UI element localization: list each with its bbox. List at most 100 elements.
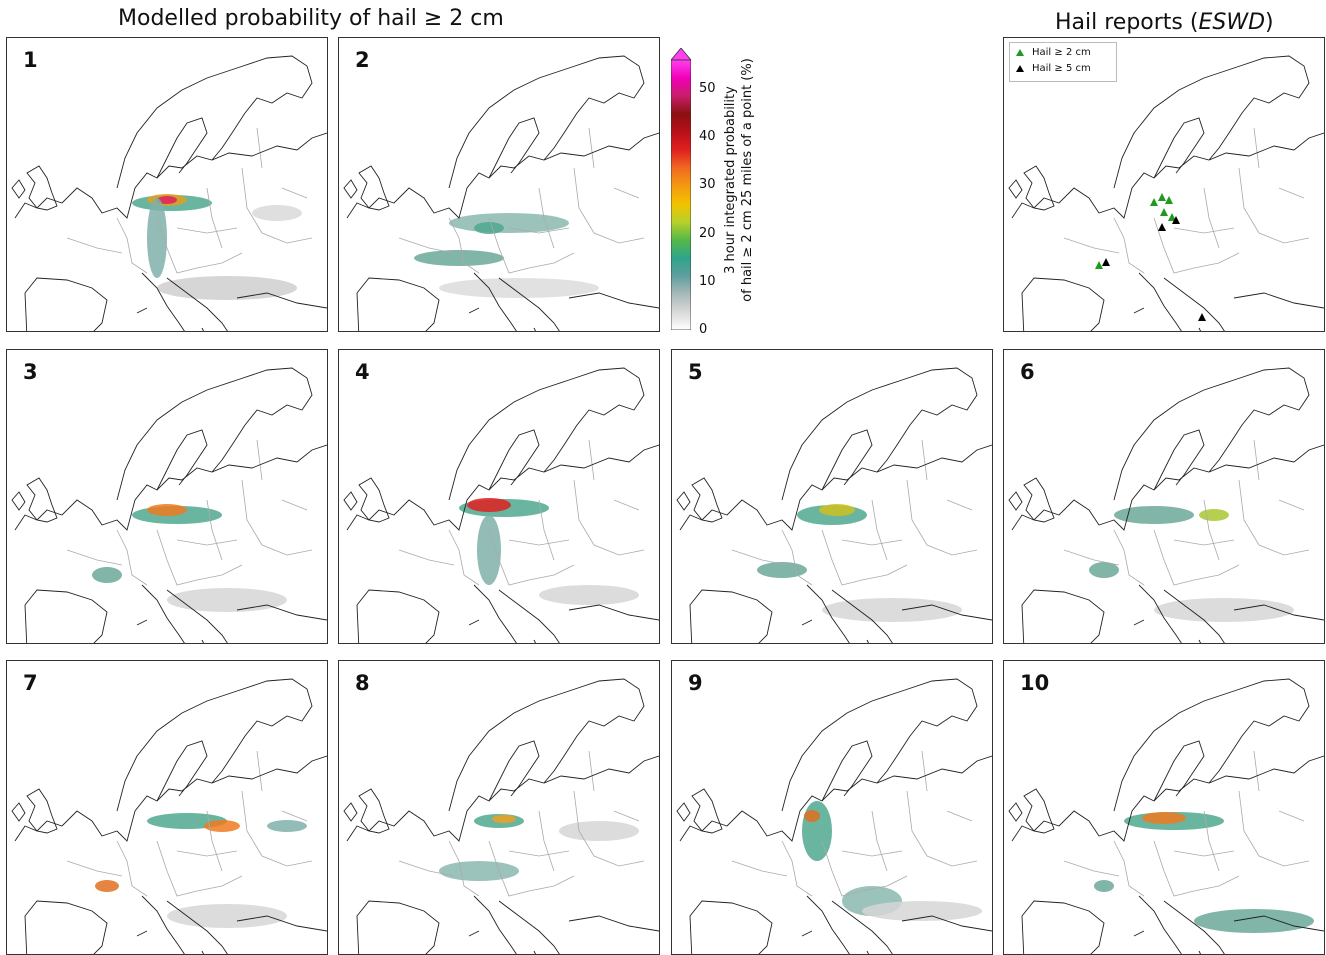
europe-map [1008, 55, 1324, 331]
scandinavia-coastline [448, 367, 645, 501]
colorbar-body [671, 59, 691, 330]
iberia-coastline [1021, 589, 1105, 643]
panel-number: 9 [688, 671, 703, 695]
british-isles-coastline [11, 788, 58, 834]
panel-number: 3 [23, 360, 38, 384]
coastline [14, 132, 327, 219]
iberia-coastline [356, 589, 440, 643]
iberia-coastline [24, 589, 108, 643]
hail-probability-swath [1142, 812, 1186, 824]
country-borders [1063, 750, 1310, 897]
scandinavia-coastline [1113, 55, 1310, 189]
balkans-coastline [831, 589, 992, 643]
hail-probability-swath [1114, 506, 1194, 524]
hail-probability-swath [1094, 880, 1114, 892]
hail-report-marker [1158, 223, 1166, 231]
balkans-coastline [1163, 589, 1324, 643]
colorbar-tick-0: 0 [699, 322, 708, 337]
europe-map [11, 678, 327, 954]
british-isles-coastline [11, 165, 58, 211]
hail-report-marker [1150, 198, 1158, 206]
map-panel-reports [1003, 37, 1325, 332]
reports-title: Hail reports (ESWD) [1055, 10, 1274, 35]
reports-title-prefix: Hail reports ( [1055, 10, 1199, 35]
balkans-coastline [166, 589, 327, 643]
hail-probability-swath [819, 504, 855, 516]
iberia-coastline [24, 277, 108, 331]
balkans-coastline [498, 589, 659, 643]
panel-number: 1 [23, 48, 38, 72]
hail-report-marker [1172, 216, 1180, 224]
hail-probability-swath [822, 598, 962, 622]
hail-probability-swath [252, 205, 302, 221]
hail-probability-swath [539, 585, 639, 605]
italy-coastline [801, 584, 870, 643]
country-borders [66, 127, 313, 274]
country-borders [398, 439, 645, 586]
coastline [679, 755, 992, 842]
colorbar-label: 3 hour integrated probability of hail ≥ … [722, 40, 756, 320]
italy-coastline [468, 272, 537, 331]
hail-probability-swath [92, 567, 122, 583]
italy-coastline [136, 272, 205, 331]
british-isles-coastline [11, 477, 58, 523]
british-isles-coastline [343, 165, 390, 211]
scandinavia-coastline [116, 678, 313, 812]
hail-probability-swath [147, 504, 187, 516]
hail-probability-swath [414, 250, 504, 266]
map-panel-8: 8 [338, 660, 660, 955]
hail-probability-swath [267, 820, 307, 832]
legend-label: Hail ≥ 5 cm [1032, 63, 1091, 74]
hail-probability-swath [439, 861, 519, 881]
british-isles-coastline [676, 788, 723, 834]
italy-coastline [1133, 895, 1202, 954]
iberia-coastline [356, 277, 440, 331]
europe-map [343, 678, 659, 954]
hail-probability-swath [804, 810, 820, 822]
iberia-coastline [24, 900, 108, 954]
hail-probability-swath [449, 213, 569, 233]
reports-title-source: ESWD [1198, 10, 1266, 35]
europe-map [343, 367, 659, 643]
hail-probability-swath [167, 588, 287, 612]
colorbar-tick-40: 40 [699, 129, 716, 145]
hail-probability-swath [1199, 509, 1229, 521]
europe-map [11, 55, 327, 331]
map-panel-7: 7 [6, 660, 328, 955]
hail-probability-swath [477, 515, 501, 585]
scandinavia-coastline [1113, 367, 1310, 501]
map-panel-1: 1 [6, 37, 328, 332]
map-panel-9: 9 [671, 660, 993, 955]
italy-coastline [136, 584, 205, 643]
hail-report-marker [1198, 313, 1206, 321]
iberia-coastline [1021, 277, 1105, 331]
iberia-coastline [689, 900, 773, 954]
hail-probability-swath [1089, 562, 1119, 578]
panel-number: 6 [1020, 360, 1035, 384]
italy-coastline [1133, 272, 1202, 331]
scandinavia-coastline [448, 678, 645, 812]
colorbar-tick-10: 10 [699, 273, 716, 289]
hail-report-marker [1102, 258, 1110, 266]
reports-legend: Hail ≥ 2 cm Hail ≥ 5 cm [1009, 42, 1117, 82]
british-isles-coastline [1008, 477, 1055, 523]
scandinavia-coastline [448, 55, 645, 189]
hail-probability-swath [862, 901, 982, 921]
hail-probability-swath [474, 222, 504, 234]
country-borders [66, 750, 313, 897]
europe-map [676, 367, 992, 643]
scandinavia-coastline [116, 367, 313, 501]
legend-label: Hail ≥ 2 cm [1032, 47, 1091, 58]
hail-probability-swath [1194, 909, 1314, 933]
balkans-coastline [831, 900, 992, 954]
panel-number: 2 [355, 48, 370, 72]
hail-probability-swath [1154, 598, 1294, 622]
hail-probability-swath [204, 820, 240, 832]
hail-probability-swath [559, 821, 639, 841]
iberia-coastline [1021, 900, 1105, 954]
map-panel-4: 4 [338, 349, 660, 644]
colorbar-label-line2: of hail ≥ 2 cm 25 miles of a point (%) [740, 58, 755, 302]
europe-map [1008, 367, 1324, 643]
british-isles-coastline [343, 477, 390, 523]
coastline [346, 755, 659, 842]
